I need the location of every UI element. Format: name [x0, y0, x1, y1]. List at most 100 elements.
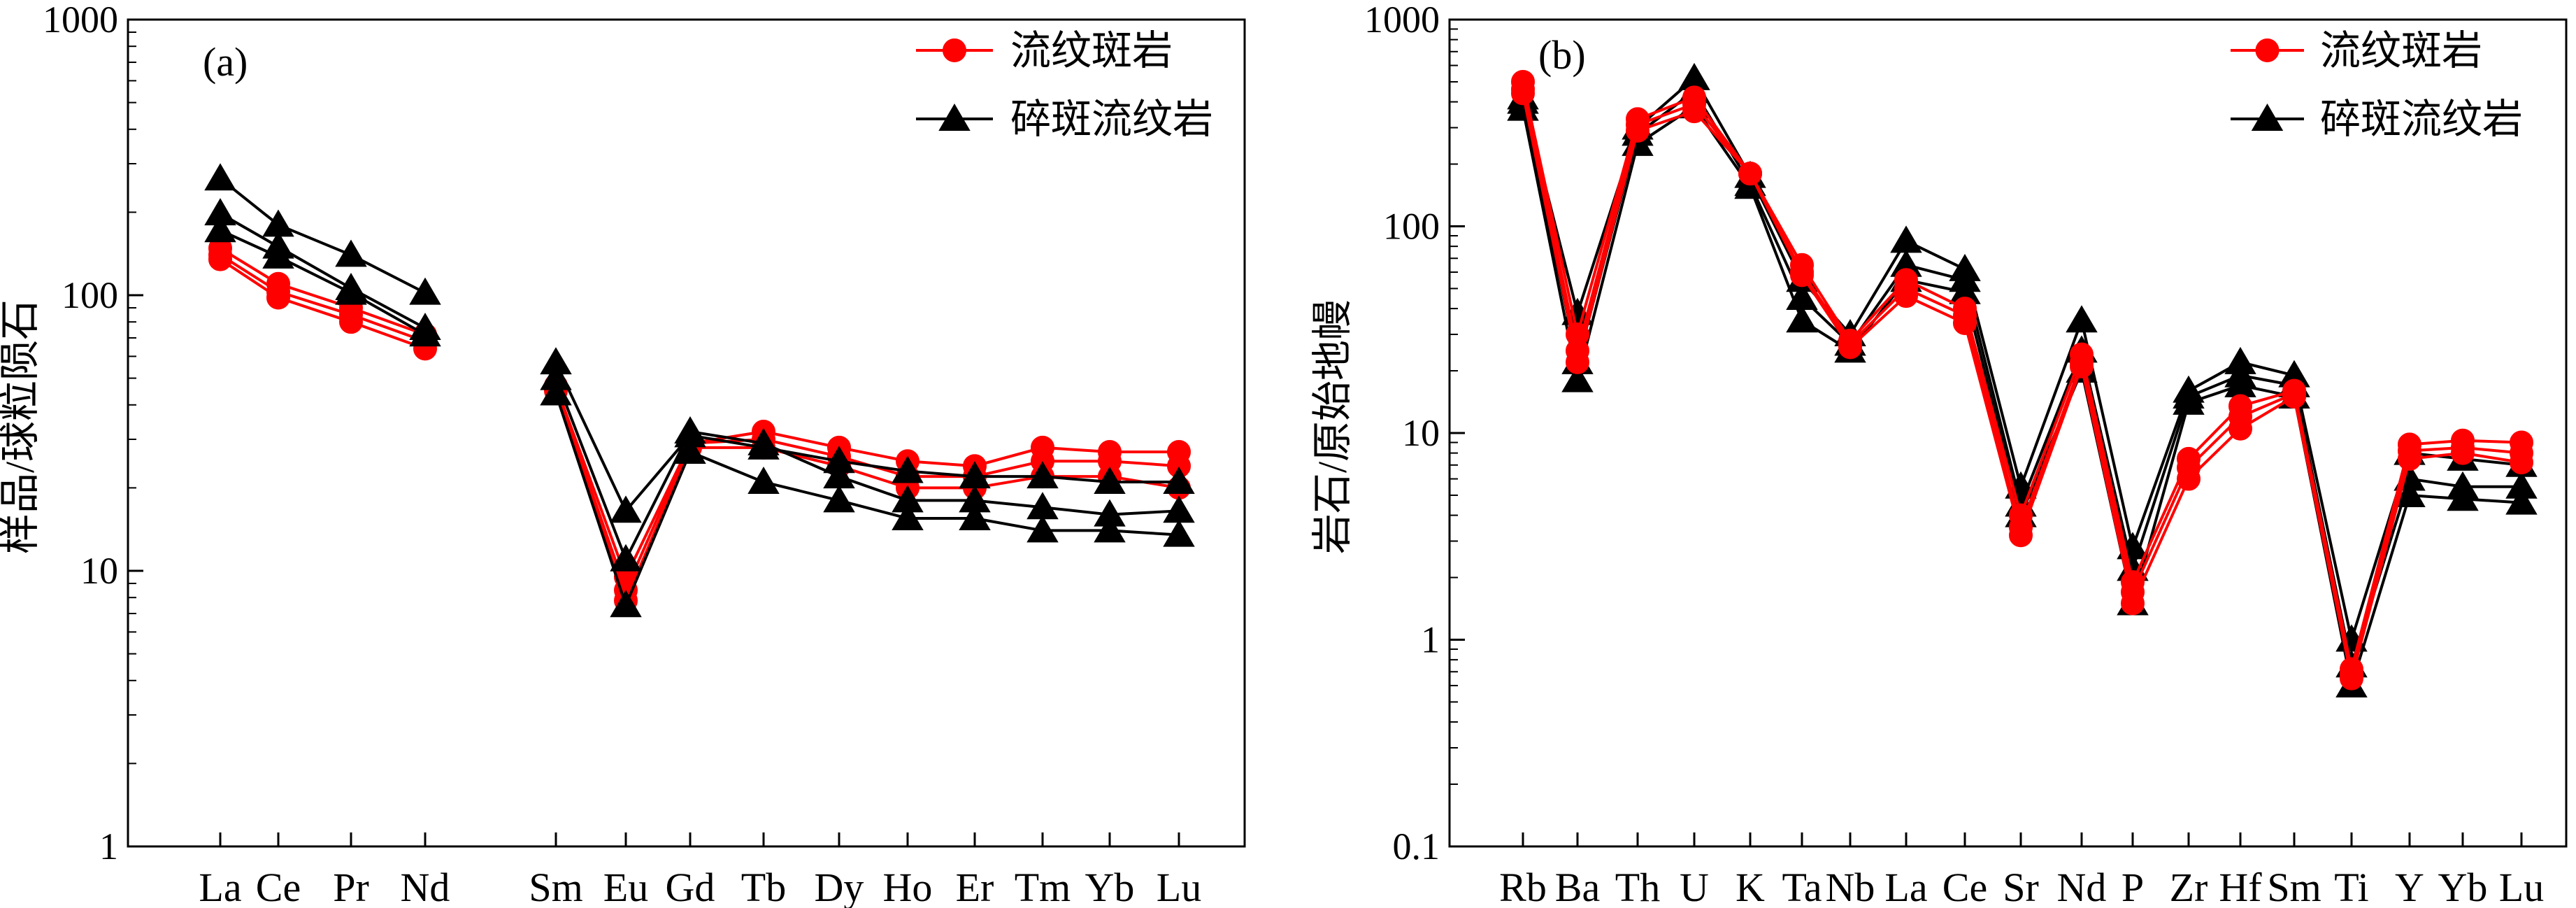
x-tick-label: Zr	[2170, 865, 2208, 908]
series-line	[554, 388, 1180, 595]
data-point	[335, 239, 367, 267]
data-point	[2070, 354, 2094, 378]
x-tick-label: Eu	[603, 865, 648, 908]
chart-panel-a: 样品/球粒陨石 (a) 1 10 100 1000 La Ce Pr Nd Sm Eu Gd Tb Dy…	[0, 0, 1246, 908]
data-point	[1094, 515, 1126, 543]
data-point	[2173, 387, 2205, 415]
data-point	[409, 319, 441, 347]
x-tick-label: Ho	[883, 865, 933, 908]
x-tick-label: Nd	[2057, 865, 2107, 908]
chart-panel-b: 岩石/原始地幔 (b) 0.1 1 10 100 1000 Rb Ba Th U K Ta Nb La C…	[1310, 0, 2568, 908]
series-black	[204, 215, 1195, 618]
y-tick-label: 100	[62, 274, 118, 316]
x-tick-label: Ta	[1782, 865, 1822, 908]
data-point	[1790, 263, 1814, 288]
data-point	[1511, 81, 1535, 106]
y-tick-label: 1	[99, 825, 118, 867]
x-tick-label: Yb	[1085, 865, 1135, 908]
data-point	[610, 544, 642, 572]
data-point	[2066, 305, 2098, 333]
series-line	[219, 257, 426, 350]
data-point	[1026, 461, 1059, 489]
x-tick-label: Ba	[1555, 865, 1600, 908]
series-line	[220, 229, 426, 336]
plot-frame	[127, 18, 1246, 848]
x-tick-label: Hf	[2219, 865, 2262, 908]
series-red	[1511, 69, 2533, 681]
x-tick-label: Sr	[2003, 865, 2039, 908]
series-line	[554, 362, 1179, 513]
data-point	[540, 378, 572, 406]
x-tick-label: Nd	[401, 865, 450, 908]
panel-label: (a)	[203, 39, 248, 85]
data-point	[1561, 364, 1594, 392]
y-tick-label: 10	[80, 550, 118, 592]
data-point	[892, 455, 924, 483]
data-point	[409, 277, 441, 305]
data-point	[1786, 305, 1818, 333]
data-point	[2451, 441, 2475, 465]
legend-label: 流纹斑岩	[1010, 28, 1173, 73]
legend-label: 碎斑流纹岩	[1010, 97, 1213, 142]
data-point	[1626, 118, 1650, 143]
data-point	[262, 241, 294, 269]
data-point	[2121, 591, 2145, 616]
data-point	[1894, 284, 1918, 308]
x-tick-label: Nb	[1826, 865, 1875, 908]
data-point	[1953, 311, 1977, 335]
y-axis-label: 样品/球粒陨石	[0, 299, 43, 554]
data-point	[2251, 104, 2284, 131]
data-point	[938, 104, 971, 131]
data-point	[2228, 416, 2252, 441]
series-line	[219, 247, 426, 336]
panel-label: (b)	[1538, 32, 1586, 78]
x-tick-label: La	[199, 865, 241, 908]
x-tick-label: Tm	[1015, 865, 1071, 908]
data-point	[610, 495, 642, 523]
x-tick-label: Ce	[1942, 865, 1987, 908]
x-tick-label: Sm	[529, 865, 582, 908]
data-point	[747, 427, 780, 455]
series-line	[554, 377, 1180, 563]
x-tick-label: U	[1680, 865, 1709, 908]
y-axis-label: 岩石/原始地幔	[1310, 299, 1355, 554]
series-line	[1522, 76, 2522, 646]
data-point	[674, 437, 706, 464]
x-tick-label: La	[1884, 865, 1927, 908]
data-point	[1890, 225, 1922, 253]
data-point	[2282, 384, 2306, 409]
x-tick-label: Yb	[2438, 865, 2488, 908]
legend-label: 碎斑流纹岩	[2320, 97, 2523, 142]
data-point	[339, 310, 363, 334]
legend-label: 流纹斑岩	[2320, 28, 2482, 73]
data-point	[1682, 99, 1706, 124]
series-line	[554, 390, 1180, 605]
y-tick-label: 1000	[1364, 0, 1440, 41]
data-point	[204, 215, 236, 243]
series-line	[1522, 81, 2522, 670]
x-tick-label: Y	[2395, 865, 2424, 908]
y-tick-label: 100	[1383, 206, 1440, 248]
series-line	[219, 253, 426, 343]
x-tick-label: Th	[1615, 865, 1660, 908]
data-point	[2505, 487, 2538, 515]
data-point	[2009, 523, 2033, 548]
data-point	[1738, 162, 1762, 186]
data-point	[2255, 38, 2280, 62]
data-point	[610, 590, 642, 618]
data-point	[823, 485, 855, 513]
series-line	[554, 385, 1179, 581]
data-point	[2510, 451, 2533, 475]
y-tick-label: 1	[1421, 619, 1440, 661]
series-line	[220, 212, 426, 329]
x-tick-label: Gd	[666, 865, 715, 908]
x-tick-label: Pr	[333, 865, 369, 908]
x-tick-label: P	[2121, 865, 2144, 908]
data-point	[747, 467, 780, 495]
series-line	[554, 392, 1180, 609]
data-point	[1026, 515, 1059, 543]
series-red	[1511, 81, 2533, 690]
